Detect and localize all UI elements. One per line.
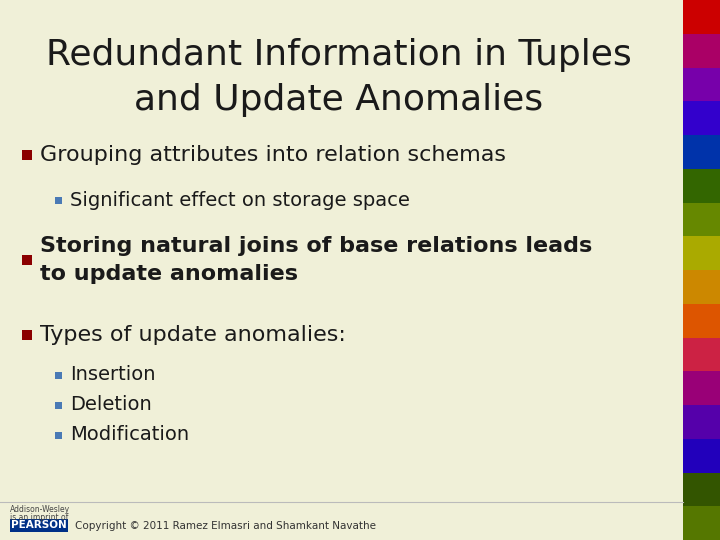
Text: Grouping attributes into relation schemas: Grouping attributes into relation schema… [40,145,506,165]
Text: Modification: Modification [70,426,189,444]
Text: and Update Anomalies: and Update Anomalies [134,83,543,117]
Bar [683,372,720,405]
Bar [55,197,62,204]
Text: Deletion: Deletion [70,395,152,415]
Text: Types of update anomalies:: Types of update anomalies: [40,325,346,345]
Bar [22,150,32,160]
Bar [683,438,720,472]
Bar [683,168,720,202]
Text: Addison-Wesley: Addison-Wesley [10,505,70,515]
Text: Significant effect on storage space: Significant effect on storage space [70,191,410,210]
Bar [22,255,32,265]
Bar [683,405,720,438]
Text: is an imprint of: is an imprint of [10,512,68,522]
Text: Redundant Information in Tuples: Redundant Information in Tuples [45,38,631,72]
Text: PEARSON: PEARSON [11,521,67,530]
Bar [22,330,32,340]
Bar [683,135,720,168]
Bar [683,0,720,33]
Bar [683,270,720,303]
Text: Storing natural joins of base relations leads
to update anomalies: Storing natural joins of base relations … [40,236,593,284]
Bar [683,202,720,237]
Bar [55,372,62,379]
Bar [683,68,720,102]
Bar [683,338,720,372]
Text: Copyright © 2011 Ramez Elmasri and Shamkant Navathe: Copyright © 2011 Ramez Elmasri and Shamk… [75,521,376,531]
Bar [683,472,720,507]
Bar [683,237,720,270]
Bar [55,431,62,438]
Bar [683,33,720,68]
Text: Insertion: Insertion [70,366,156,384]
Bar [683,507,720,540]
Bar [683,303,720,338]
Bar [10,519,68,532]
Bar [683,102,720,135]
Bar [55,402,62,408]
